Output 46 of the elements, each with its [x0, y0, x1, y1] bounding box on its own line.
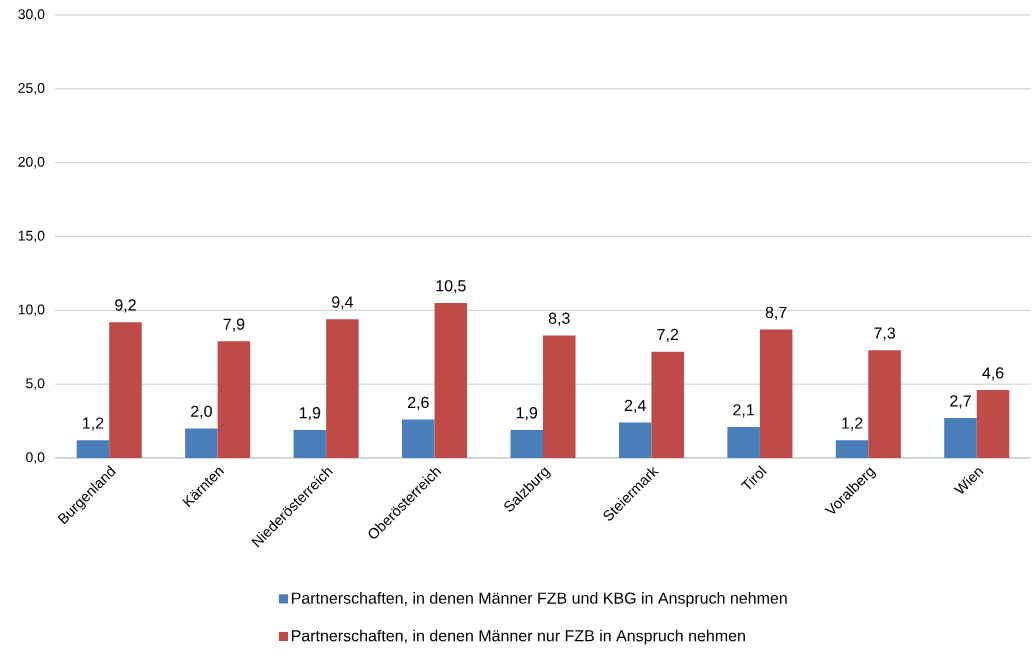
bar	[868, 350, 901, 458]
bar	[185, 428, 218, 458]
bar	[109, 322, 142, 458]
bar	[759, 329, 793, 458]
y-tick-label: 10,0	[18, 304, 45, 317]
data-label: 2,1	[733, 404, 754, 418]
bar	[543, 335, 576, 458]
bar	[976, 390, 1010, 458]
bar	[76, 440, 110, 458]
x-tick-label: Tirol	[740, 465, 767, 490]
y-tick-label: 20,0	[18, 156, 45, 169]
y-tick-label: 5,0	[26, 378, 45, 390]
data-label: 1,9	[299, 407, 321, 421]
bar	[835, 440, 869, 458]
data-label: 4,6	[982, 367, 1004, 381]
bar	[510, 429, 543, 458]
data-label: 8,7	[765, 306, 787, 320]
y-tick-label: 0,0	[26, 452, 45, 464]
bar	[727, 426, 760, 458]
data-label: 9,2	[115, 299, 136, 313]
y-tick-label: 30,0	[18, 9, 45, 21]
data-label: 2,6	[407, 396, 429, 410]
bar	[944, 418, 977, 458]
data-label: 1,2	[842, 417, 863, 431]
data-label: 1,2	[83, 417, 104, 431]
bar	[651, 351, 684, 458]
bar	[618, 422, 652, 458]
legend-label: Partnerschaften, in denen Männer FZB und KBG in Anspruch nehmen	[291, 592, 787, 607]
y-tick-label: 15,0	[18, 230, 45, 243]
data-label: 1,9	[516, 407, 538, 421]
y-tick-label: 25,0	[18, 83, 45, 95]
data-label: 2,4	[624, 399, 646, 413]
data-label: 10,5	[436, 280, 466, 294]
bar	[293, 429, 327, 458]
bar	[434, 302, 468, 458]
data-label: 2,0	[191, 405, 212, 419]
bar	[402, 419, 435, 458]
data-label: 9,4	[332, 296, 354, 310]
data-label: 8,3	[548, 312, 570, 326]
legend-label: Partnerschaften, in denen Männer nur FZB in Anspruch nehmen	[291, 629, 745, 645]
data-label: 2,7	[950, 395, 971, 409]
bar	[326, 319, 359, 458]
data-label: 7,3	[874, 327, 896, 341]
data-label: 7,2	[657, 328, 679, 343]
data-label: 7,9	[223, 318, 245, 332]
bar	[217, 341, 251, 458]
